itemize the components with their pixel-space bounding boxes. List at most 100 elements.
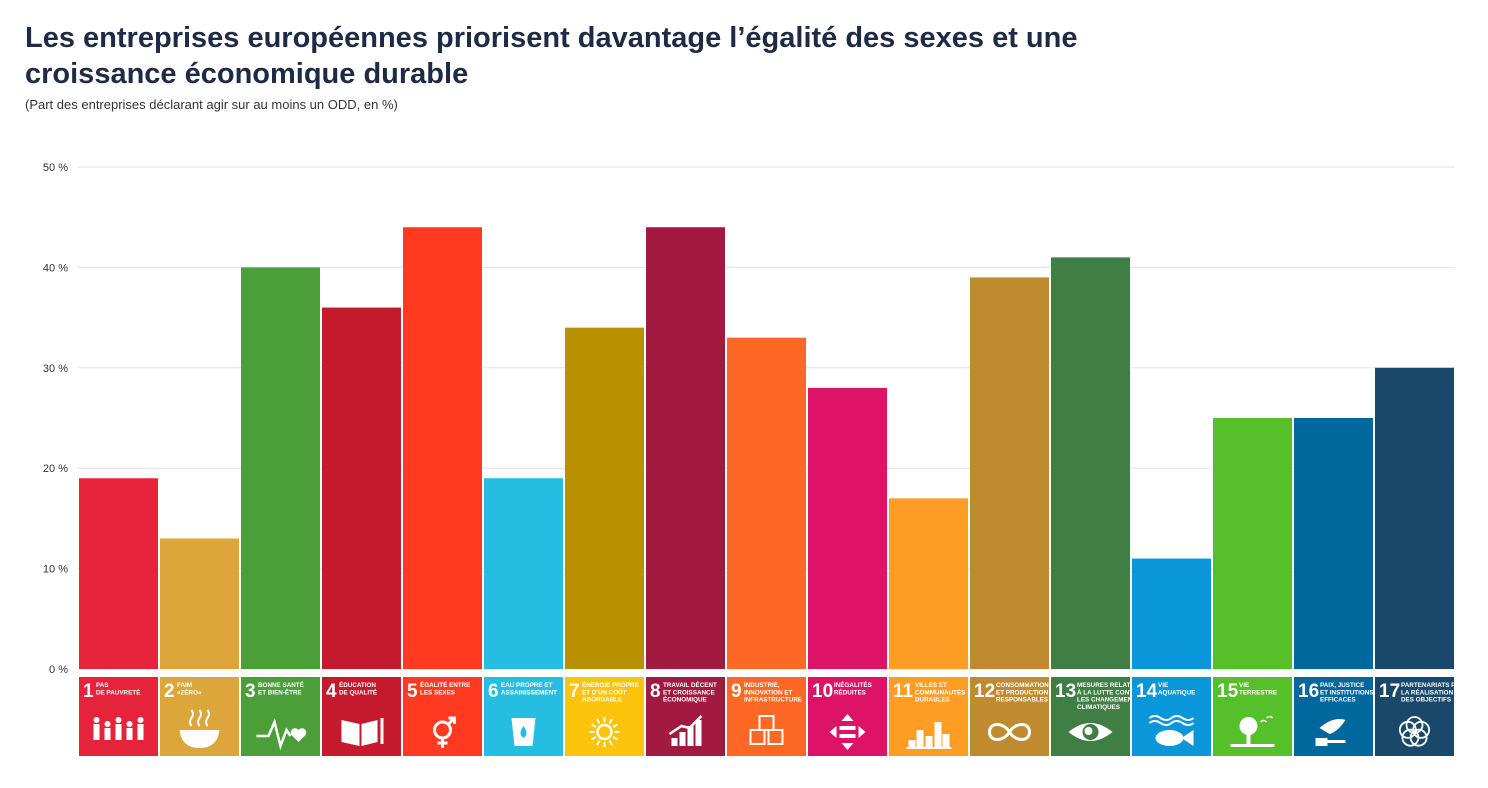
- sdg-tile-number: 6: [488, 681, 499, 702]
- sdg-tile-number: 14: [1136, 681, 1158, 702]
- y-tick-label: 10 %: [43, 564, 68, 576]
- growth-icon: [668, 715, 703, 746]
- sdg-tile-label: LES SEXES: [420, 689, 455, 696]
- sdg-tile-label: DE QUALITÉ: [339, 687, 377, 696]
- sdg-tile-label: DES OBJECTIFS: [1401, 697, 1451, 704]
- chart-title: Les entreprises européennes priorisent d…: [25, 22, 1078, 90]
- bar: [1375, 367, 1454, 669]
- cubes-icon: [749, 715, 784, 745]
- sdg-tile-number: 5: [407, 681, 418, 702]
- bar: [1213, 418, 1292, 669]
- sdg-tile-label: ET CROISSANCE: [663, 689, 715, 696]
- sdg-tile-label: EFFICACES: [1320, 697, 1356, 704]
- y-tick-label: 20 %: [43, 463, 68, 475]
- eye-globe-icon: [1068, 723, 1113, 741]
- sdg-tile-label: TERRESTRE: [1239, 689, 1277, 696]
- sdg-tile-number: 4: [326, 681, 337, 702]
- sdg-tile: 2 FAIM«ZÉRO»: [160, 677, 239, 756]
- sdg-tile-number: 9: [731, 681, 742, 702]
- sdg-tile-label: PARTENARIATS POUR: [1401, 682, 1470, 689]
- sdg-tile-label: INDUSTRIE,: [744, 682, 780, 689]
- sdg-tile-label: VIE: [1158, 682, 1168, 689]
- sdg-tile-label: ÉDUCATION: [339, 680, 376, 689]
- sun-icon: [589, 717, 620, 747]
- bar: [1132, 558, 1211, 669]
- y-tick-label: 40 %: [43, 262, 68, 274]
- sdg-tile-label: ÉGALITÉ ENTRE: [420, 680, 470, 689]
- bar: [484, 478, 563, 669]
- city-icon: [906, 722, 952, 749]
- sdg-tile-label: AQUATIQUE: [1158, 689, 1195, 696]
- fish-icon: [1148, 715, 1195, 746]
- sdg-tile-label: ASSAINISSEMENT: [501, 689, 557, 696]
- sdg-tile-number: 2: [164, 681, 175, 702]
- equal-icon: [829, 714, 866, 750]
- sdg-tile-label: PAIX, JUSTICE: [1320, 682, 1364, 689]
- sdg-tile-label: MESURES RELATIVES: [1077, 682, 1145, 689]
- sdg-tile-number: 8: [650, 681, 661, 702]
- bar: [403, 227, 482, 670]
- sdg-tile-label: RESPONSABLES: [996, 697, 1048, 704]
- sdg-tile-number: 13: [1055, 681, 1076, 702]
- sdg-tile-number: 3: [245, 681, 256, 702]
- sdg-tile-label: PAS: [96, 682, 108, 689]
- bar: [1294, 418, 1373, 669]
- tree-icon: [1230, 715, 1275, 747]
- sdg-tile-label: ÉCONOMIQUE: [663, 695, 707, 704]
- bar: [727, 337, 806, 669]
- bar: [322, 307, 401, 669]
- sdg-tile-label: CLIMATIQUES: [1077, 704, 1120, 711]
- bowl-icon: [179, 709, 220, 748]
- sdg-tile-label: INFRASTRUCTURE: [744, 697, 802, 704]
- sdg-tile-number: 12: [974, 681, 995, 702]
- sdg-tile-number: 11: [893, 681, 914, 702]
- rings-icon: [1398, 716, 1431, 747]
- sdg-tile-label: INNOVATION ET: [744, 689, 793, 696]
- sdg-tile-label: ABORDABLE: [582, 697, 622, 704]
- sdg-tile-label: INÉGALITÉS: [834, 680, 872, 689]
- sdg-tile-label: DE PAUVRETÉ: [96, 687, 140, 696]
- family-icon: [93, 717, 144, 740]
- bar: [970, 277, 1049, 669]
- sdg-tile-label: ET D'UN COÛT: [582, 687, 627, 696]
- sdg-tile-label: FAIM: [177, 682, 192, 689]
- dove-icon: [1315, 719, 1346, 746]
- bar: [1051, 257, 1130, 669]
- sdg-tile-label: TRAVAIL DÉCENT: [663, 680, 717, 689]
- heartbeat-icon: [256, 718, 307, 751]
- bar: [808, 387, 887, 669]
- sdg-tile-label: EAU PROPRE ET: [501, 682, 553, 689]
- sdg-tile-number: 1: [83, 681, 94, 702]
- sdg-tile-label: ÉNERGIE PROPRE: [582, 680, 639, 689]
- infinity-icon: [987, 723, 1032, 741]
- bar: [160, 538, 239, 669]
- sdg-tile-label: VIE: [1239, 682, 1249, 689]
- bar: [889, 498, 968, 669]
- bar: [646, 227, 725, 670]
- bar: [241, 267, 320, 669]
- sdg-tile-label: ET BIEN-ÊTRE: [258, 687, 302, 696]
- sdg-tile-label: VILLES ET: [915, 682, 947, 689]
- sdg-tile-number: 16: [1298, 681, 1319, 702]
- sdg-tile-label: RÉDUITES: [834, 687, 866, 696]
- y-tick-label: 0 %: [49, 664, 68, 676]
- sdg-tile-background: [970, 677, 1049, 756]
- sdg-tile-number: 7: [569, 681, 580, 702]
- sdg-tile-background: [79, 677, 158, 756]
- gender-icon: [433, 716, 456, 748]
- y-tick-label: 50 %: [43, 162, 68, 174]
- y-tick-label: 30 %: [43, 363, 68, 375]
